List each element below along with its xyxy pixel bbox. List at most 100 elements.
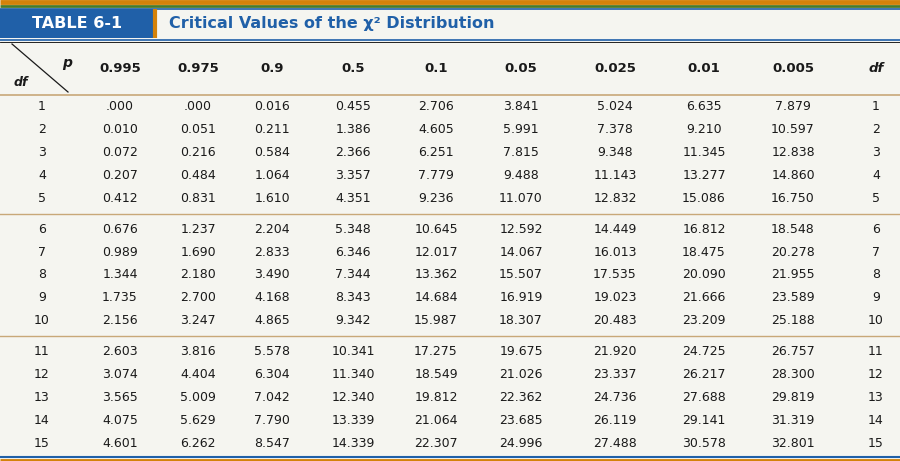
Text: 0.016: 0.016 (254, 100, 290, 113)
Text: 31.319: 31.319 (771, 414, 814, 427)
Text: 6.262: 6.262 (180, 437, 216, 450)
Text: 1: 1 (38, 100, 46, 113)
Text: 3.074: 3.074 (102, 368, 138, 381)
Text: 3.247: 3.247 (180, 314, 216, 327)
Text: 0.05: 0.05 (505, 62, 537, 75)
Text: 4: 4 (872, 169, 880, 182)
Text: 9.342: 9.342 (335, 314, 371, 327)
Text: 2.156: 2.156 (103, 314, 138, 327)
Text: 7.790: 7.790 (254, 414, 290, 427)
Text: 13.277: 13.277 (682, 169, 725, 182)
Text: 7.815: 7.815 (503, 146, 539, 159)
Text: 0.005: 0.005 (772, 62, 814, 75)
Text: 26.757: 26.757 (771, 345, 814, 358)
Text: 11.340: 11.340 (331, 368, 374, 381)
Text: 5.991: 5.991 (503, 123, 539, 136)
Text: 1.610: 1.610 (254, 192, 290, 205)
Text: 15: 15 (868, 437, 884, 450)
Text: 4.865: 4.865 (254, 314, 290, 327)
Text: 5.009: 5.009 (180, 391, 216, 404)
Text: 2.366: 2.366 (335, 146, 371, 159)
Text: 4: 4 (38, 169, 46, 182)
Text: 15.987: 15.987 (414, 314, 458, 327)
Text: df: df (868, 62, 884, 75)
Text: 24.996: 24.996 (500, 437, 543, 450)
Text: 14.339: 14.339 (331, 437, 374, 450)
Text: 23.589: 23.589 (771, 291, 814, 304)
Text: 29.141: 29.141 (682, 414, 725, 427)
Text: 13: 13 (34, 391, 50, 404)
Text: 12.592: 12.592 (500, 223, 543, 236)
Text: 0.9: 0.9 (260, 62, 284, 75)
Text: 4.404: 4.404 (180, 368, 216, 381)
Text: 19.812: 19.812 (414, 391, 458, 404)
Text: 6.304: 6.304 (254, 368, 290, 381)
Text: 5.578: 5.578 (254, 345, 290, 358)
Text: 6.635: 6.635 (686, 100, 722, 113)
Text: 8.547: 8.547 (254, 437, 290, 450)
Text: 1.690: 1.690 (180, 246, 216, 259)
Text: 15.507: 15.507 (500, 268, 543, 282)
Text: 7.779: 7.779 (418, 169, 454, 182)
Text: 6.346: 6.346 (335, 246, 371, 259)
Text: 12.832: 12.832 (593, 192, 637, 205)
Text: 1.237: 1.237 (180, 223, 216, 236)
Text: 18.475: 18.475 (682, 246, 726, 259)
Text: 20.483: 20.483 (593, 314, 637, 327)
Text: 7.042: 7.042 (254, 391, 290, 404)
Text: 14.449: 14.449 (593, 223, 636, 236)
Text: 1.064: 1.064 (254, 169, 290, 182)
Text: p: p (62, 56, 72, 70)
Text: 0.1: 0.1 (424, 62, 448, 75)
Text: 16.013: 16.013 (593, 246, 637, 259)
Text: 21.920: 21.920 (593, 345, 637, 358)
Text: 8: 8 (38, 268, 46, 282)
Text: 24.736: 24.736 (593, 391, 637, 404)
Text: 0.025: 0.025 (594, 62, 636, 75)
Text: 0.995: 0.995 (99, 62, 141, 75)
Bar (0, 9, 155, 38)
Text: 0.831: 0.831 (180, 192, 216, 205)
Text: 3.565: 3.565 (102, 391, 138, 404)
Text: 23.337: 23.337 (593, 368, 637, 381)
Text: 24.725: 24.725 (682, 345, 725, 358)
Text: 13.339: 13.339 (331, 414, 374, 427)
Text: 3: 3 (38, 146, 46, 159)
Text: 5.629: 5.629 (180, 414, 216, 427)
Text: 10: 10 (34, 314, 50, 327)
Text: 29.819: 29.819 (771, 391, 814, 404)
Text: 1.735: 1.735 (102, 291, 138, 304)
Text: 18.307: 18.307 (500, 314, 543, 327)
Text: 1: 1 (872, 100, 880, 113)
Text: 9: 9 (872, 291, 880, 304)
Text: 0.01: 0.01 (688, 62, 720, 75)
Text: 22.362: 22.362 (500, 391, 543, 404)
Text: 10.645: 10.645 (414, 223, 458, 236)
Text: 4.605: 4.605 (418, 123, 454, 136)
Text: 21.666: 21.666 (682, 291, 725, 304)
Text: 5: 5 (38, 192, 46, 205)
Text: 13.362: 13.362 (414, 268, 458, 282)
Text: 0.072: 0.072 (102, 146, 138, 159)
Text: 14.684: 14.684 (414, 291, 458, 304)
Text: 3.841: 3.841 (503, 100, 539, 113)
Text: 4.075: 4.075 (102, 414, 138, 427)
Text: 25.188: 25.188 (771, 314, 814, 327)
Text: 15: 15 (34, 437, 50, 450)
Text: 3.816: 3.816 (180, 345, 216, 358)
Text: 18.549: 18.549 (414, 368, 458, 381)
Text: 14.860: 14.860 (771, 169, 814, 182)
Text: 7.344: 7.344 (335, 268, 371, 282)
Text: 9: 9 (38, 291, 46, 304)
Text: 11.070: 11.070 (500, 192, 543, 205)
Text: 18.548: 18.548 (771, 223, 814, 236)
Text: 26.119: 26.119 (593, 414, 636, 427)
Text: 12: 12 (868, 368, 884, 381)
Text: 0.975: 0.975 (177, 62, 219, 75)
Text: 11: 11 (34, 345, 50, 358)
Text: 2.603: 2.603 (103, 345, 138, 358)
Text: 4.168: 4.168 (254, 291, 290, 304)
Text: 8: 8 (872, 268, 880, 282)
Text: 17.535: 17.535 (593, 268, 637, 282)
Text: 0.010: 0.010 (102, 123, 138, 136)
